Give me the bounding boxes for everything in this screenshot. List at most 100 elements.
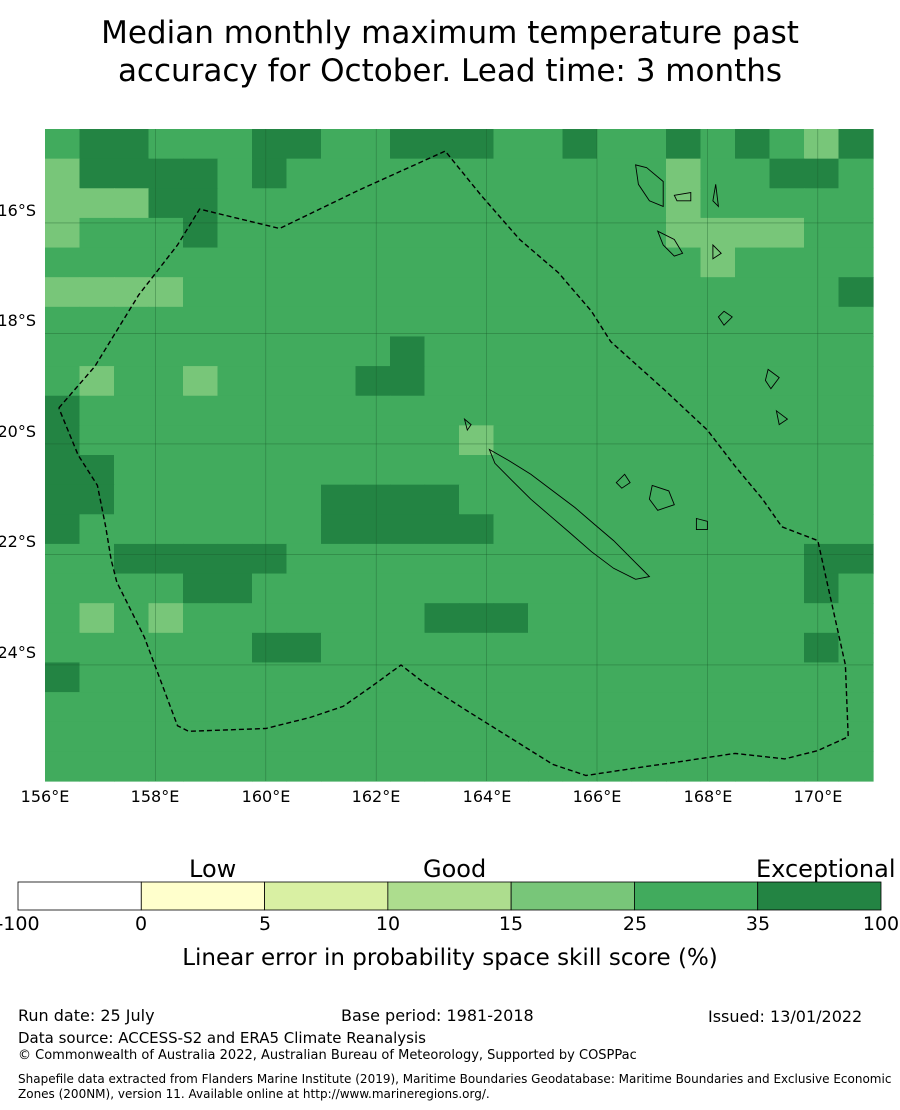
grid-cell — [286, 129, 322, 160]
grid-cell — [769, 573, 805, 604]
grid-cell — [700, 721, 736, 752]
grid-cell — [390, 573, 426, 604]
grid-cell — [666, 751, 702, 782]
grid-cell — [631, 306, 667, 338]
grid-cell — [562, 247, 598, 278]
grid-cell — [459, 721, 495, 752]
grid-cell — [45, 573, 81, 604]
grid-cell — [114, 662, 150, 693]
grid-cell — [217, 573, 253, 604]
grid-cell — [45, 484, 81, 515]
grid-cell — [355, 188, 391, 219]
grid-cell — [45, 632, 81, 664]
grid-cell — [528, 425, 564, 456]
grid-cell — [493, 721, 529, 752]
grid-cell — [79, 455, 115, 486]
grid-cell — [114, 129, 150, 160]
grid-cell — [390, 751, 426, 782]
grid-cell — [424, 366, 460, 397]
grid-cell — [114, 247, 150, 278]
grid-cell — [424, 721, 460, 752]
grid-cell — [459, 395, 495, 426]
category-good: Good — [423, 855, 487, 883]
grid-cell — [666, 129, 702, 160]
colorbar-segment — [757, 881, 882, 911]
colorbar — [17, 881, 882, 911]
grid-cell — [700, 158, 736, 189]
grid-cell — [769, 336, 805, 367]
lon-label-156e: 156°E — [20, 787, 70, 806]
grid-cell — [321, 188, 357, 219]
grid-cell — [666, 662, 702, 693]
grid-cell — [286, 336, 322, 367]
grid-cell — [79, 247, 115, 278]
grid-cell — [459, 484, 495, 515]
grid-cell — [804, 425, 840, 456]
grid-cell — [183, 573, 219, 604]
grid-cell — [252, 543, 288, 575]
grid-cell — [597, 455, 633, 486]
grid-cell — [769, 395, 805, 426]
grid-cell — [562, 662, 598, 693]
grid-cell — [735, 366, 771, 397]
grid-cell — [321, 306, 357, 338]
grid-cell — [769, 129, 805, 160]
grid-cell — [45, 603, 81, 634]
grid-cell — [562, 366, 598, 397]
grid-cell — [355, 543, 391, 575]
grid-cell — [217, 217, 253, 249]
grid-cell — [528, 455, 564, 486]
grid-cell — [114, 158, 150, 189]
grid-cell — [631, 514, 667, 545]
grid-cell — [838, 336, 874, 367]
grid-cell — [838, 603, 874, 634]
grid-cell — [114, 573, 150, 604]
grid-cell — [493, 662, 529, 693]
grid-cell — [769, 455, 805, 486]
chart-title: Median monthly maximum temperature past … — [0, 14, 900, 90]
grid-cell — [562, 603, 598, 634]
grid-cell — [666, 692, 702, 723]
grid-cell — [252, 158, 288, 189]
lon-label-162e: 162°E — [351, 787, 401, 806]
grid-cell — [804, 366, 840, 397]
grid-cell — [79, 129, 115, 160]
grid-cell — [355, 247, 391, 278]
grid-cell — [562, 395, 598, 426]
grid-cell — [217, 306, 253, 338]
grid-cell — [114, 632, 150, 664]
grid-cell — [217, 662, 253, 693]
grid-cell — [769, 514, 805, 545]
grid-cell — [838, 306, 874, 338]
grid-cell — [700, 425, 736, 456]
grid-cell — [148, 573, 184, 604]
grid-cell — [286, 514, 322, 545]
grid-cell — [700, 573, 736, 604]
grid-cell — [217, 366, 253, 397]
grid-cell — [597, 543, 633, 575]
grid-cell — [114, 543, 150, 575]
grid-cell — [838, 543, 874, 575]
grid-cell — [459, 543, 495, 575]
grid-cell — [838, 455, 874, 486]
colorbar-segment — [17, 881, 142, 911]
grid-cell — [666, 306, 702, 338]
grid-cell — [562, 306, 598, 338]
grid-cell — [666, 158, 702, 189]
grid-cell — [390, 158, 426, 189]
grid-cell — [45, 217, 81, 249]
grid-cell — [252, 277, 288, 308]
grid-cell — [45, 277, 81, 308]
grid-cell — [114, 306, 150, 338]
island-outline — [712, 243, 722, 260]
grid-cell — [217, 188, 253, 219]
grid-cell — [838, 217, 874, 249]
grid-cell — [562, 455, 598, 486]
grid-cell — [286, 603, 322, 634]
grid-cell — [735, 455, 771, 486]
grid-cell — [355, 129, 391, 160]
grid-cell — [562, 543, 598, 575]
grid-cell — [183, 188, 219, 219]
grid-cell — [424, 129, 460, 160]
grid-cell — [597, 129, 633, 160]
